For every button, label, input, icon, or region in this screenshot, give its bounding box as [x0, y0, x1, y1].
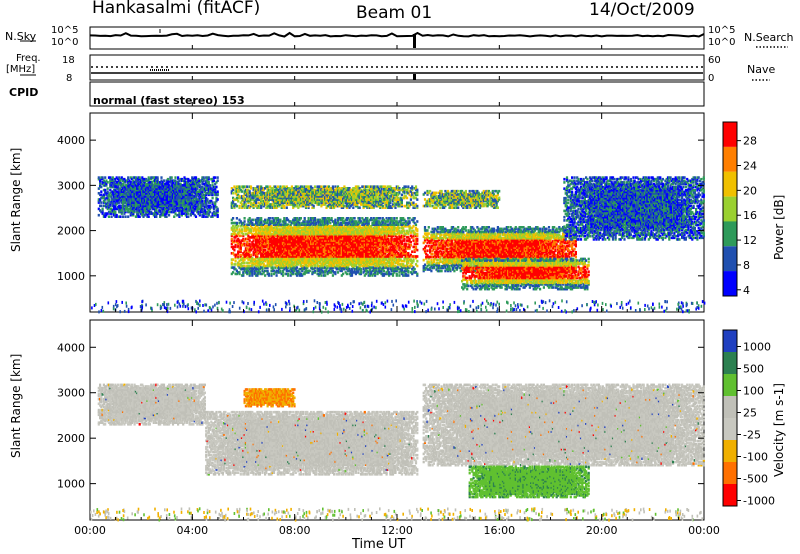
- power-cell: [108, 215, 110, 218]
- power-cell: [168, 214, 170, 217]
- power-cell: [173, 215, 175, 218]
- power-cell: [116, 214, 118, 217]
- power-cell: [104, 176, 106, 179]
- power-cell: [119, 215, 121, 218]
- nsky-gap-bar: [413, 34, 416, 48]
- power-cell: [122, 215, 124, 218]
- power-cell: [167, 178, 169, 181]
- power-cell: [100, 186, 102, 189]
- power-cell: [100, 205, 102, 208]
- power-cell: [107, 190, 109, 193]
- power-cell: [166, 215, 168, 218]
- power-cell: [100, 201, 102, 204]
- power-cell: [171, 176, 173, 179]
- freq-gap-bar: [413, 74, 416, 80]
- power-cell: [125, 215, 127, 218]
- power-cell: [139, 215, 141, 218]
- power-cell: [160, 176, 162, 179]
- power-cell: [98, 176, 100, 179]
- power-cell: [163, 179, 165, 182]
- power-cell: [98, 214, 100, 217]
- power-cell: [102, 208, 104, 211]
- power-cell: [104, 189, 106, 192]
- power-cell: [108, 198, 110, 201]
- nsky-trace: [90, 33, 704, 37]
- power-cell: [102, 176, 104, 179]
- power-cell: [114, 211, 116, 214]
- power-cell: [127, 176, 129, 179]
- power-cell: [174, 176, 176, 179]
- power-cell: [107, 187, 109, 190]
- radar-plot: 4000300020001000400030002000100000:00 04:…: [0, 0, 800, 554]
- power-cell: [100, 190, 102, 193]
- power-cell: [157, 176, 159, 179]
- power-cell: [139, 176, 141, 179]
- power-cell: [111, 215, 113, 218]
- power-heatmap: [91, 176, 705, 313]
- power-cell: [148, 215, 150, 218]
- power-cell: [107, 181, 109, 184]
- power-cell: [127, 215, 129, 218]
